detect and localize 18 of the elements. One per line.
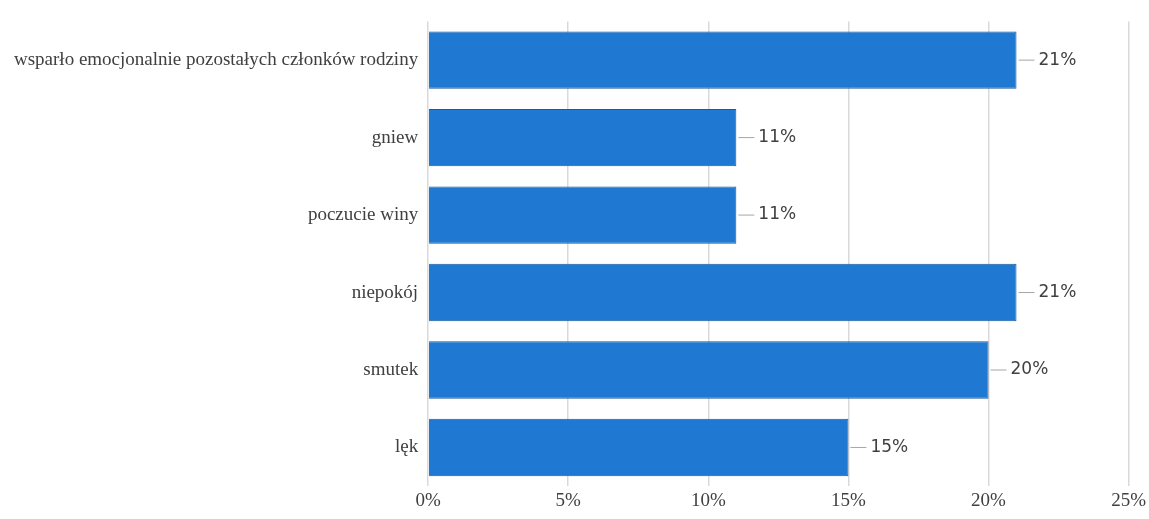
x-tick-label: 0%	[415, 488, 441, 510]
x-tick-label: 10%	[690, 488, 726, 510]
data-label: 11%	[758, 126, 797, 147]
y-tick-label: lęk	[394, 435, 419, 457]
y-tick-label: wsparło emocjonalnie pozostałych członków rodziny	[13, 48, 419, 70]
x-tick-label: 25%	[1111, 488, 1147, 510]
data-label: 11%	[758, 203, 797, 224]
data-label: 15%	[870, 435, 909, 456]
data-label: 21%	[1038, 48, 1077, 69]
data-label: 20%	[1010, 358, 1049, 379]
y-tick-label: niepokój	[351, 280, 419, 302]
x-tick-label: 15%	[831, 488, 866, 510]
y-tick-label: gniew	[371, 125, 419, 147]
x-tick-label: 20%	[971, 488, 1007, 510]
data-label: 21%	[1038, 280, 1077, 301]
y-tick-label: smutek	[363, 357, 419, 379]
x-tick-label: 5%	[555, 488, 582, 510]
y-tick-label: poczucie winy	[307, 203, 419, 225]
